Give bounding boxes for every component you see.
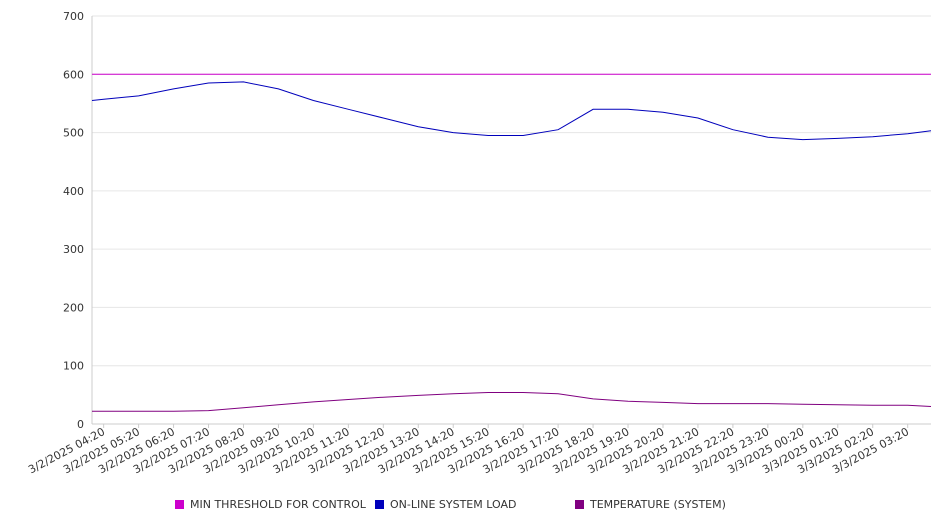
- y-axis-ticks: 0 100 200 300 400 500 600 700: [63, 10, 84, 431]
- legend-label-system-load: ON-LINE SYSTEM LOAD: [390, 498, 517, 511]
- series-lines: [91, 73, 932, 412]
- legend: MIN THRESHOLD FOR CONTROL ON-LINE SYSTEM…: [0, 498, 946, 516]
- axes: [91, 16, 931, 425]
- x-axis-ticks: 3/2/2025 04:203/2/2025 05:203/2/2025 06:…: [26, 424, 911, 476]
- series-line-temperature-system: [92, 392, 932, 412]
- y-tick-label-400: 400: [63, 185, 84, 198]
- legend-item-min-threshold: MIN THRESHOLD FOR CONTROL: [175, 498, 366, 511]
- y-tick-label-300: 300: [63, 243, 84, 256]
- legend-label-temperature: TEMPERATURE (SYSTEM): [590, 498, 726, 511]
- legend-swatch-system-load: [375, 500, 384, 509]
- y-tick-label-200: 200: [63, 301, 84, 314]
- y-tick-label-500: 500: [63, 127, 84, 140]
- legend-item-temperature: TEMPERATURE (SYSTEM): [575, 498, 726, 511]
- y-tick-label-600: 600: [63, 68, 84, 81]
- y-tick-label-0: 0: [77, 418, 84, 431]
- series-line-on-line-system-load: [91, 81, 932, 141]
- legend-item-system-load: ON-LINE SYSTEM LOAD: [375, 498, 516, 511]
- y-tick-label-700: 700: [63, 10, 84, 23]
- legend-label-min-threshold: MIN THRESHOLD FOR CONTROL: [190, 498, 366, 511]
- legend-swatch-temperature: [575, 500, 584, 509]
- y-tick-label-100: 100: [63, 360, 84, 373]
- legend-swatch-min-threshold: [175, 500, 184, 509]
- grid: [92, 15, 931, 425]
